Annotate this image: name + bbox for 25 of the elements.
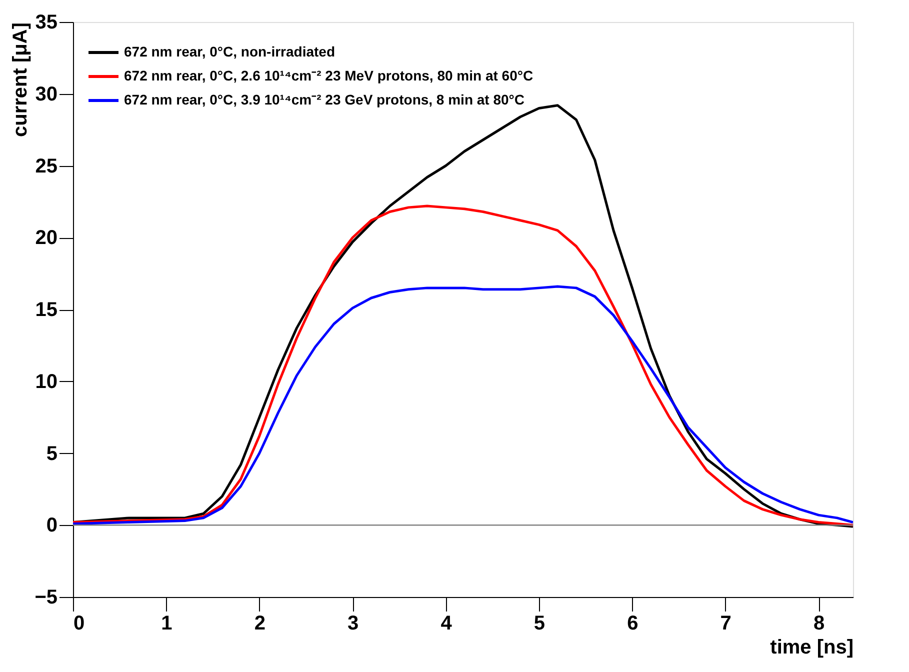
y-tick-label: 30 <box>35 83 58 106</box>
x-tick-label: 3 <box>348 612 359 634</box>
y-tick-label: 10 <box>35 370 58 393</box>
y-axis-title: current [μA] <box>10 22 32 137</box>
x-tick-label: 4 <box>440 612 453 634</box>
y-tick-label: 15 <box>35 299 58 321</box>
x-tick-label: 0 <box>74 612 85 634</box>
x-tick-label: 5 <box>534 612 546 634</box>
legend-label: 672 nm rear, 0°C, non-irradiated <box>124 44 336 60</box>
x-axis-title: time [ns] <box>770 636 854 658</box>
legend-label: 672 nm rear, 0°C, 2.6 10¹⁴cm⁻² 23 MeV protons, 80 min at 60°C <box>124 68 534 84</box>
legend-label: 672 nm rear, 0°C, 3.9 10¹⁴cm⁻² 23 GeV protons, 8 min at 80°C <box>124 92 525 108</box>
x-tick-label: 6 <box>627 612 638 634</box>
x-tick-label: 2 <box>254 612 266 634</box>
y-tick-label: −5 <box>34 586 58 608</box>
y-tick-label: 25 <box>35 155 58 178</box>
line-series <box>73 204 853 526</box>
y-tick-label: 0 <box>46 514 58 537</box>
x-tick-label: 8 <box>813 612 825 634</box>
y-tick-label: 35 <box>35 12 58 34</box>
line-series <box>73 285 853 525</box>
y-tick-label: 20 <box>35 227 58 250</box>
y-tick-label: 5 <box>46 442 58 465</box>
x-tick-label: 7 <box>720 612 732 634</box>
x-tick-label: 1 <box>161 612 172 634</box>
